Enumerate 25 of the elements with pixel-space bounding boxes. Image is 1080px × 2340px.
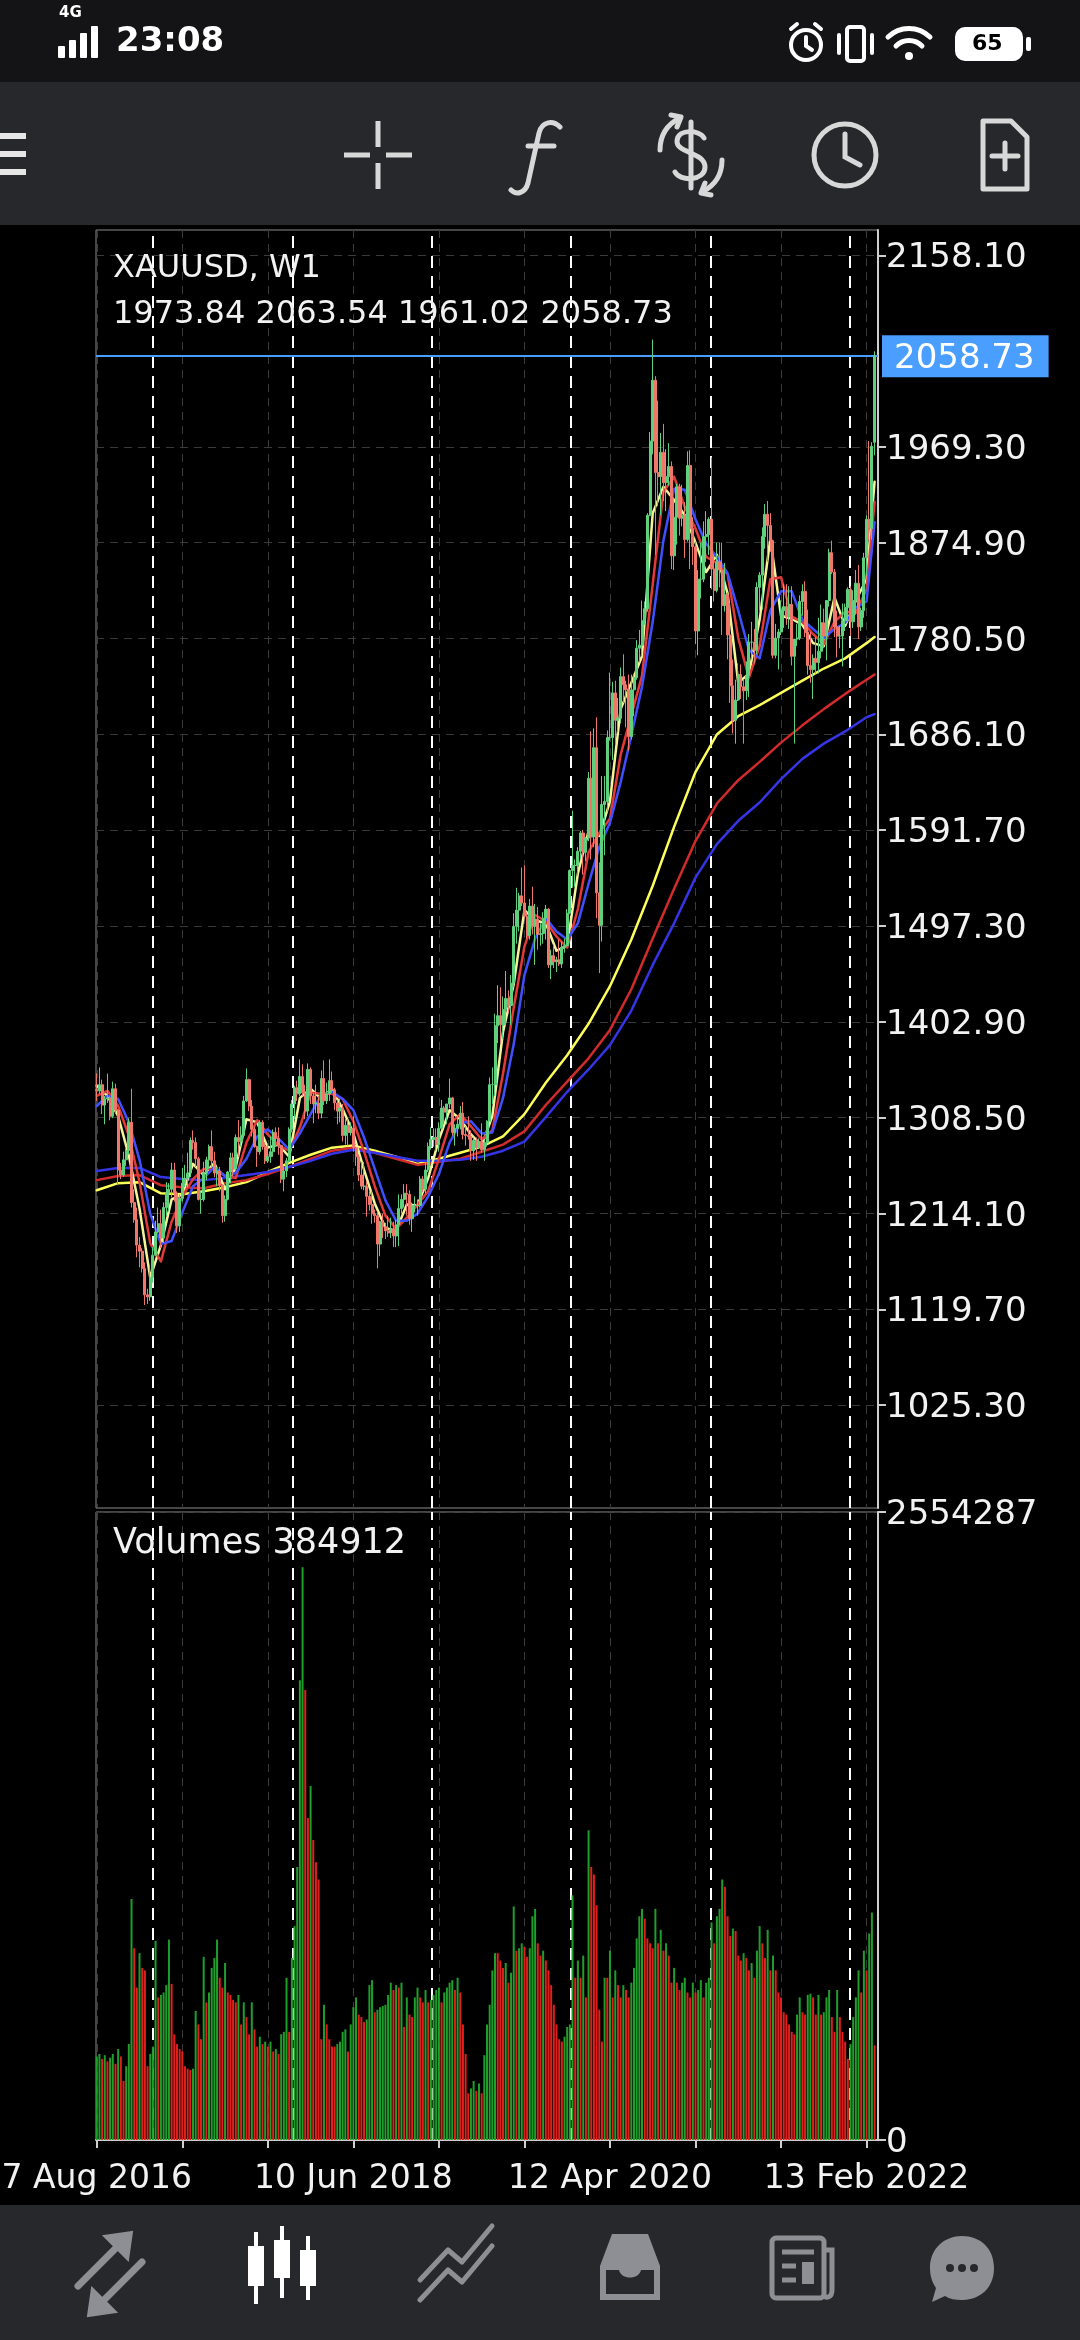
text: 23:08	[116, 19, 225, 60]
text: 4G	[59, 3, 82, 22]
y-tick-label: 1402.90	[886, 1001, 1027, 1042]
y-tick-label: 1780.50	[886, 618, 1027, 659]
y-tick-label: 2158.10	[886, 235, 1027, 276]
y-tick-label: 1497.30	[886, 906, 1027, 947]
y-tick-label: 1686.10	[886, 714, 1027, 755]
y-tick-label: 1874.90	[886, 522, 1027, 563]
y-tick-label: 1119.70	[886, 1289, 1027, 1330]
x-tick-label: 12 Apr 2020	[507, 2157, 712, 2196]
y-tick-label: 1591.70	[886, 810, 1027, 851]
text: 1973.84 2063.54 1961.02 2058.73	[113, 293, 673, 331]
text: XAUUSD, W1	[113, 247, 321, 285]
y-tick-label: 1214.10	[886, 1193, 1027, 1234]
y-tick-label: 2554287	[886, 1492, 1038, 1532]
ref-line-label: 2058.73	[894, 336, 1035, 377]
y-tick-label: 1025.30	[886, 1385, 1027, 1426]
text: 65	[972, 30, 1003, 56]
y-tick-label: 1308.50	[886, 1097, 1027, 1138]
x-tick-label: 10 Jun 2018	[254, 2157, 453, 2196]
y-tick-label: 0	[886, 2120, 908, 2160]
y-tick-label: 1969.30	[886, 426, 1027, 467]
chart-title: Volumes 384912	[113, 1520, 407, 1561]
x-tick-label: 13 Feb 2022	[763, 2157, 970, 2196]
x-tick-label: 7 Aug 2016	[1, 2157, 192, 2196]
